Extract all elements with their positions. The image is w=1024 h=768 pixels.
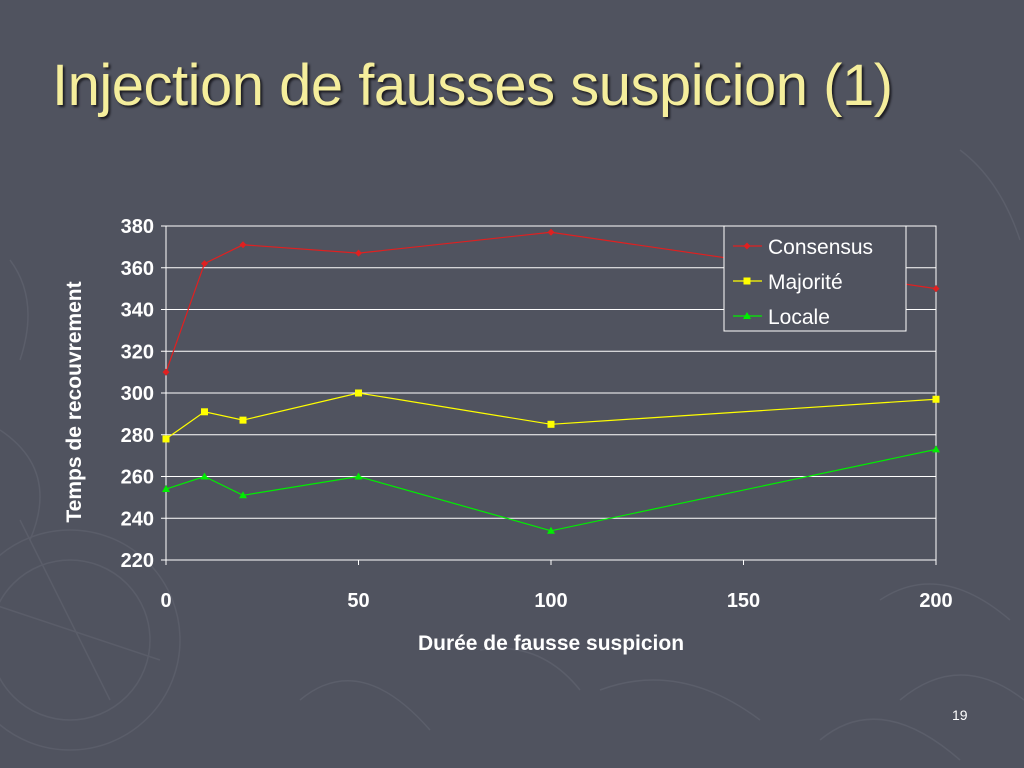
- series-1: [162, 389, 940, 443]
- data-point: [355, 389, 362, 397]
- series-0: [162, 228, 940, 376]
- y-tick-label: 260: [121, 467, 154, 489]
- y-axis-ticks: 380 360 340 320 300 280 260 240 220: [121, 216, 166, 572]
- y-tick-label: 300: [121, 383, 154, 405]
- legend-marker: [743, 312, 751, 319]
- series-line: [165, 448, 937, 532]
- legend-item: Consensus: [733, 236, 873, 259]
- data-point: [201, 408, 208, 416]
- series-line: [165, 392, 937, 440]
- data-point: [932, 395, 940, 403]
- y-tick-label: 360: [121, 258, 154, 280]
- y-tick-label: 280: [121, 425, 154, 447]
- slide-title: Injection de fausses suspicion (1): [52, 53, 893, 118]
- legend-item: Majorité: [733, 271, 843, 294]
- x-tick-label: 100: [534, 590, 567, 612]
- x-axis-title: Durée de fausse suspicion: [418, 632, 684, 655]
- data-point: [547, 228, 555, 236]
- data-point: [239, 491, 247, 499]
- series-line: [165, 231, 937, 373]
- y-tick-label: 320: [121, 341, 154, 363]
- x-tick-label: 150: [727, 590, 760, 612]
- data-point: [162, 368, 170, 376]
- legend: Consensus Majorité Locale: [723, 225, 907, 332]
- legend-marker: [743, 277, 751, 285]
- data-point: [201, 260, 208, 268]
- data-point: [200, 472, 209, 480]
- data-point: [932, 445, 940, 453]
- x-tick-label: 0: [160, 590, 171, 612]
- legend-item: Locale: [733, 306, 830, 329]
- page-number: 19: [952, 707, 968, 723]
- y-axis-title: Temps de recouvrement: [63, 281, 86, 522]
- y-tick-label: 240: [121, 508, 154, 530]
- data-point: [547, 526, 555, 534]
- data-point: [354, 472, 363, 480]
- x-tick-label: 200: [919, 590, 952, 612]
- data-point: [162, 435, 170, 443]
- compass-decoration: [0, 529, 181, 751]
- y-tick-label: 380: [121, 216, 154, 238]
- data-point: [239, 241, 247, 249]
- series-lines: [162, 228, 940, 534]
- legend-label: Majorité: [768, 271, 843, 294]
- legend-box: [723, 225, 907, 332]
- legend-marker: [743, 242, 751, 250]
- data-point: [239, 416, 247, 424]
- data-point: [162, 485, 170, 493]
- series-2: [162, 445, 940, 534]
- y-tick-label: 220: [121, 550, 154, 572]
- legend-label: Consensus: [768, 236, 873, 259]
- data-point: [355, 249, 362, 257]
- x-axis-ticks: 0 50 100 150 200: [160, 560, 953, 612]
- data-point: [547, 420, 555, 428]
- y-tick-label: 340: [121, 300, 154, 322]
- legend-label: Locale: [768, 306, 830, 329]
- data-point: [932, 285, 940, 293]
- x-tick-label: 50: [347, 590, 369, 612]
